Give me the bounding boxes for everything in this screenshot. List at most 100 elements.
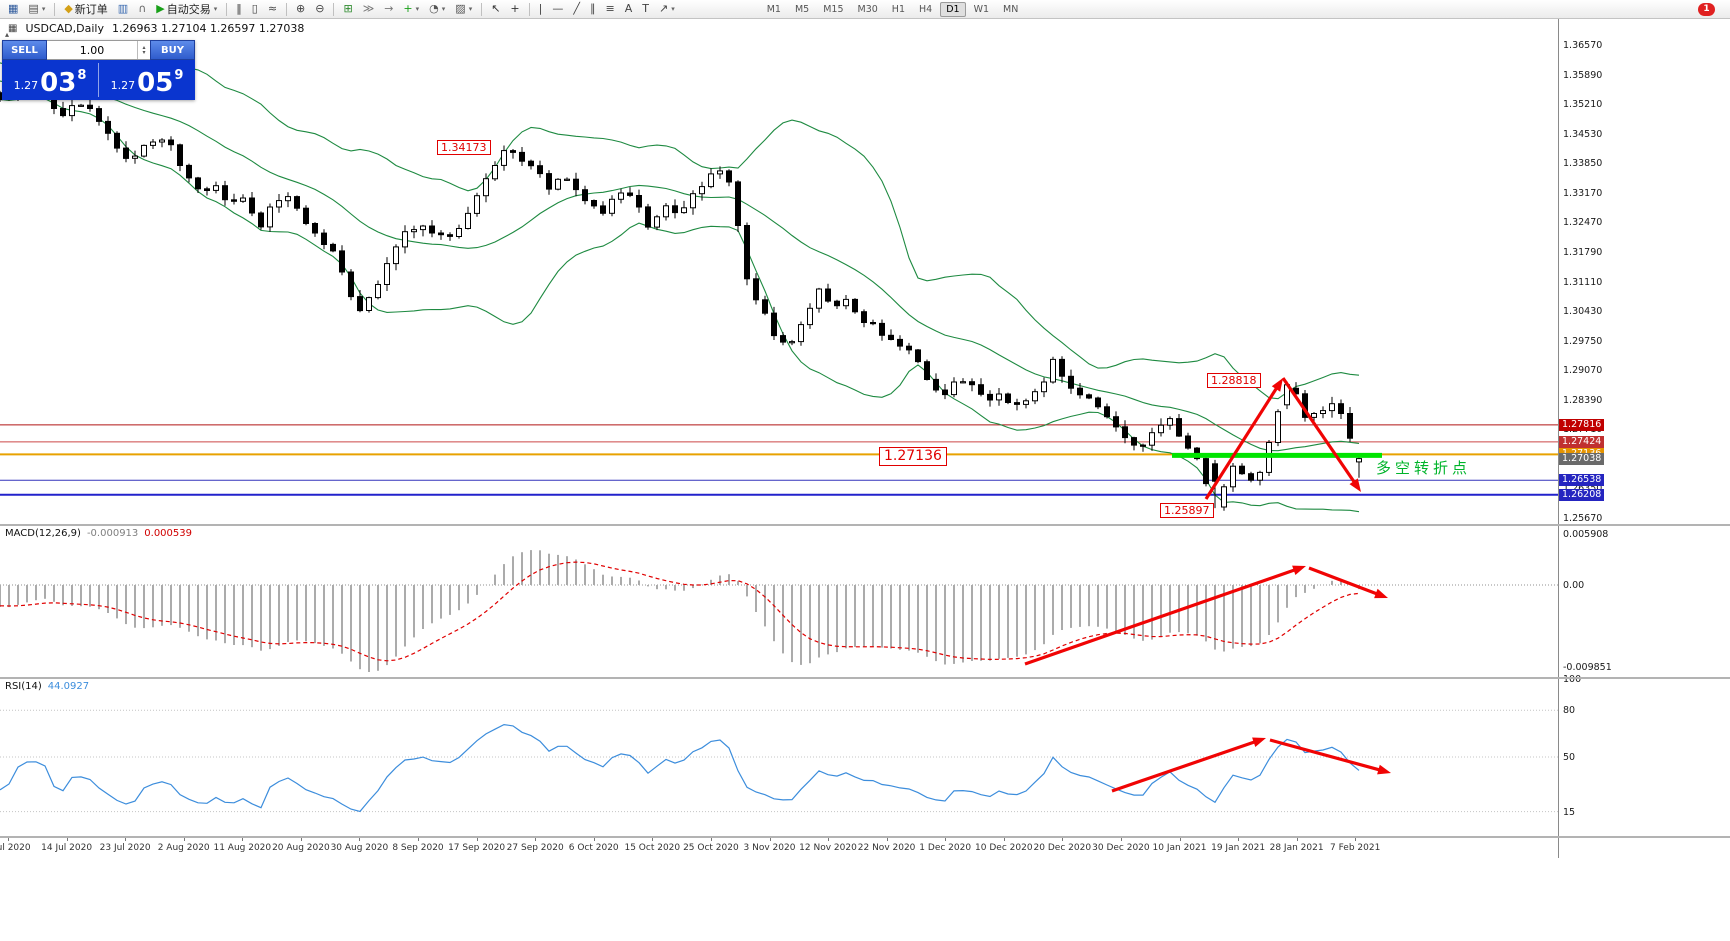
timeframe-mn[interactable]: MN	[1003, 3, 1019, 15]
horizontal-line-icon[interactable]: —	[548, 1, 567, 17]
price-callout[interactable]: 1.25897	[1160, 503, 1214, 518]
toolbar-separator	[286, 2, 288, 16]
periods-icon[interactable]: ◔ ▾	[425, 1, 449, 17]
spinner-up-icon[interactable]: ▴	[142, 44, 146, 51]
buy-price-display[interactable]: 1.27 05 9	[99, 60, 195, 100]
price-scale-label: 1.33850	[1563, 158, 1603, 170]
timeframe-m15[interactable]: M15	[823, 3, 844, 15]
timeframe-h1[interactable]: H1	[891, 3, 905, 15]
macd-indicator	[0, 550, 1558, 672]
dropdown-arrow-icon[interactable]: ▾	[415, 5, 420, 13]
date-label: 20 Dec 2020	[1033, 843, 1092, 853]
sell-price-display[interactable]: 1.27 03 8	[2, 60, 98, 100]
trend-arrow[interactable]	[1281, 377, 1361, 492]
volume-field[interactable]: 1.00 ▴ ▾	[47, 40, 150, 60]
dropdown-arrow-icon[interactable]: ▾	[213, 5, 218, 13]
new-order-icon: ◆	[64, 2, 73, 15]
zoom-in-icon[interactable]: ⊕	[292, 1, 309, 17]
macd-rsi-splitter[interactable]	[0, 677, 1730, 679]
time-axis-tick	[1355, 838, 1357, 841]
trend-arrow[interactable]	[1269, 738, 1391, 775]
time-axis-tick	[476, 838, 478, 841]
auto-scroll-icon[interactable]: ≫	[359, 1, 379, 17]
trend-arrow[interactable]	[1308, 566, 1388, 599]
auto-trading-button[interactable]: ▶ 自动交易 ▾	[152, 1, 221, 17]
dropdown-arrow-icon[interactable]: ▾	[671, 5, 675, 13]
rsi-timeaxis-splitter[interactable]	[0, 836, 1730, 838]
volume-value[interactable]: 1.00	[79, 43, 105, 57]
buy-price-prefix: 1.27	[110, 79, 136, 92]
timeframe-m5[interactable]: M5	[794, 3, 810, 15]
alerts-icon[interactable]: ∩	[134, 1, 150, 17]
price-scale-label: 1.25670	[1563, 513, 1603, 524]
date-label: 30 Aug 2020	[330, 843, 389, 853]
date-label: 28 Jan 2021	[1269, 843, 1324, 853]
chart-shift-icon[interactable]: →	[380, 1, 397, 17]
trend-arrow[interactable]	[1111, 737, 1266, 793]
price-scale-label: 1.31110	[1563, 276, 1603, 288]
indicators-icon[interactable]: + ▾	[399, 1, 423, 17]
volume-spinner[interactable]: ▴ ▾	[137, 41, 150, 59]
market-watch-icon[interactable]: ▥	[114, 1, 132, 17]
bar-chart-type-icon[interactable]: ‖	[232, 1, 246, 17]
spinner-down-icon[interactable]: ▾	[142, 49, 146, 56]
time-axis-tick	[242, 838, 244, 841]
templates-icon[interactable]: ▨ ▾	[451, 1, 476, 17]
text-icon[interactable]: A	[621, 1, 637, 17]
new-order-button[interactable]: ◆ 新订单	[60, 1, 111, 17]
timeframe-d1[interactable]: D1	[940, 1, 966, 17]
rsi-scale-label: 80	[1563, 705, 1576, 717]
trade-panel-divider	[98, 63, 99, 97]
zoom-out-icon[interactable]: ⊖	[311, 1, 328, 17]
time-axis-tick	[886, 838, 888, 841]
rsi-scale-label: 15	[1563, 806, 1576, 818]
cursor-icon[interactable]: ↖	[487, 1, 504, 17]
line-chart-type-icon: ≈	[267, 2, 278, 15]
line-chart-type-icon[interactable]: ≈	[264, 1, 281, 17]
crosshair-icon[interactable]: +	[506, 1, 523, 17]
buy-button[interactable]: BUY	[150, 40, 195, 60]
channel-icon[interactable]: ∥	[586, 1, 600, 17]
trade-panel-collapse-icon[interactable]: ▴	[5, 30, 10, 39]
tile-windows-icon[interactable]: ⊞	[339, 1, 356, 17]
price-badge: 1.27424	[1559, 435, 1605, 448]
sell-button[interactable]: SELL	[2, 40, 47, 60]
notifications-badge[interactable]: 1	[1698, 2, 1715, 16]
chart-profiles-icon[interactable]: ▤ ▾	[24, 1, 49, 17]
fibonacci-icon[interactable]: ≡	[601, 1, 618, 17]
vertical-line-icon[interactable]: |	[535, 1, 547, 17]
price-callout[interactable]: 1.27136	[879, 447, 947, 466]
trend-arrow[interactable]	[1024, 565, 1306, 666]
candlestick-chart-type-icon[interactable]: ▯	[248, 1, 262, 17]
sell-price-prefix: 1.27	[13, 79, 39, 92]
timeframe-h4[interactable]: H4	[919, 3, 933, 15]
date-label: 23 Jul 2020	[99, 843, 151, 853]
text-label-icon[interactable]: T	[638, 1, 653, 17]
chart-symbol-period: USDCAD,Daily	[25, 22, 104, 35]
bar-chart-type-icon: ‖	[236, 2, 242, 15]
chart-icon: ▦	[8, 23, 18, 34]
price-scale-border[interactable]	[1558, 19, 1559, 858]
timeframe-m1[interactable]: M1	[766, 3, 781, 15]
price-callout[interactable]: 1.34173	[437, 140, 491, 155]
dropdown-arrow-icon[interactable]: ▾	[441, 5, 446, 13]
trend-arrow[interactable]	[1204, 378, 1283, 500]
annotation-note[interactable]: 多空转折点	[1376, 459, 1472, 477]
toolbar-separator	[528, 2, 530, 16]
date-label: 6 Oct 2020	[568, 843, 619, 853]
trade-panel-controls: SELL 1.00 ▴ ▾ BUY	[2, 40, 195, 60]
trendline-icon[interactable]: ╱	[569, 1, 584, 17]
price-callout[interactable]: 1.28818	[1207, 373, 1261, 388]
dropdown-arrow-icon[interactable]: ▾	[41, 5, 46, 13]
date-label: 19 Jan 2021	[1211, 843, 1266, 853]
buy-price-main: 05	[137, 68, 174, 98]
dropdown-arrow-icon[interactable]: ▾	[468, 5, 473, 13]
timeframe-m30[interactable]: M30	[857, 3, 878, 15]
alerts-icon: ∩	[138, 2, 147, 15]
new-chart-icon[interactable]: ▦	[4, 1, 22, 17]
arrows-tool-icon[interactable]: ↗ ▾	[655, 1, 679, 17]
main-macd-splitter[interactable]	[0, 524, 1730, 526]
horizontal-lines[interactable]	[0, 424, 1558, 496]
timeframe-w1[interactable]: W1	[973, 3, 989, 15]
text-icon: A	[624, 2, 633, 15]
